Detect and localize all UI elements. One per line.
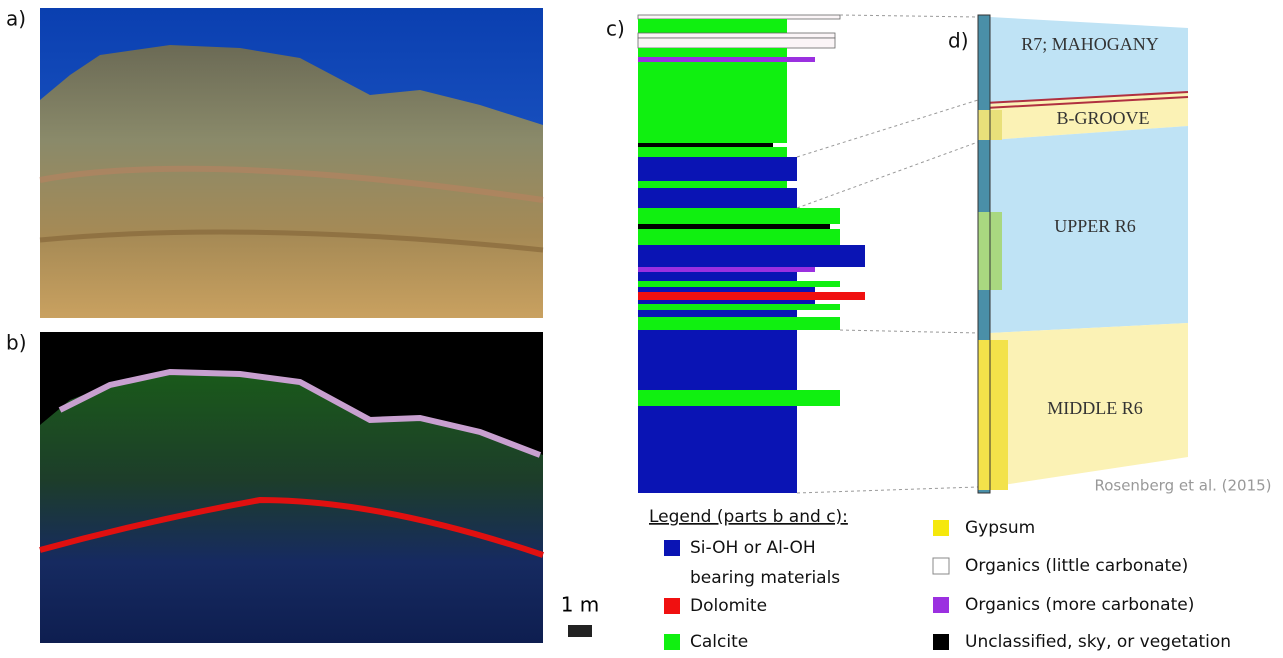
legend-label-line: Si-OH or Al-OH xyxy=(690,538,816,558)
legend-label: Gypsum xyxy=(965,518,1035,538)
unit-label: UPPER R6 xyxy=(1054,216,1136,236)
column-band xyxy=(638,267,815,272)
column-band xyxy=(638,272,797,281)
legend-label-cont: bearing materials xyxy=(690,568,840,588)
column-band xyxy=(638,181,787,188)
column-band xyxy=(638,304,840,310)
column-band xyxy=(638,57,815,62)
column-band xyxy=(638,287,815,292)
column-band xyxy=(638,245,865,267)
column-band xyxy=(638,62,787,143)
unit-label: B-GROOVE xyxy=(1057,108,1150,128)
column-band xyxy=(638,33,835,38)
column-band xyxy=(638,300,815,304)
legend-label: Dolomite xyxy=(690,596,767,616)
photo-a xyxy=(40,8,543,318)
column-band xyxy=(638,317,840,330)
column-band xyxy=(638,281,840,287)
legend-title: Legend (parts b and c): xyxy=(649,507,848,527)
column-band xyxy=(638,188,797,208)
classified-column xyxy=(638,15,865,493)
panel-label: c) xyxy=(606,17,625,41)
column-band xyxy=(638,143,773,147)
column-band xyxy=(638,292,865,300)
column-band xyxy=(638,310,797,317)
panel-label: d) xyxy=(948,29,969,53)
legend-label-line: bearing materials xyxy=(690,568,840,588)
column-band xyxy=(638,406,797,493)
strat-column xyxy=(978,15,1188,493)
scale-label: 1 m xyxy=(561,593,600,617)
photo-b xyxy=(40,332,543,643)
column-band xyxy=(638,38,835,48)
column-band xyxy=(638,157,797,181)
legend-label: Calcite xyxy=(690,632,748,652)
column-band xyxy=(638,19,787,33)
unit-label: R7; MAHOGANY xyxy=(1021,34,1159,54)
column-band xyxy=(638,208,840,224)
legend-label: Organics (more carbonate) xyxy=(965,595,1194,615)
scale-bar xyxy=(568,625,592,637)
column-band xyxy=(638,48,787,57)
column-band xyxy=(638,15,840,19)
column-band xyxy=(638,330,797,390)
column-band xyxy=(638,390,840,406)
column-band xyxy=(638,229,840,245)
panel-label: a) xyxy=(6,7,26,31)
unit-label: MIDDLE R6 xyxy=(1047,398,1143,418)
legend-label: Organics (little carbonate) xyxy=(965,556,1188,576)
column-band xyxy=(638,224,830,229)
legend-label: Unclassified, sky, or vegetation xyxy=(965,632,1231,652)
panel-label: b) xyxy=(6,331,27,355)
column-band xyxy=(638,147,787,157)
legend-label: Si-OH or Al-OH xyxy=(690,538,816,558)
citation: Rosenberg et al. (2015) xyxy=(1094,477,1271,495)
figure: a) b) c) d) 1 m R7; MAHOGANY B-GROOVE UP… xyxy=(0,0,1283,654)
